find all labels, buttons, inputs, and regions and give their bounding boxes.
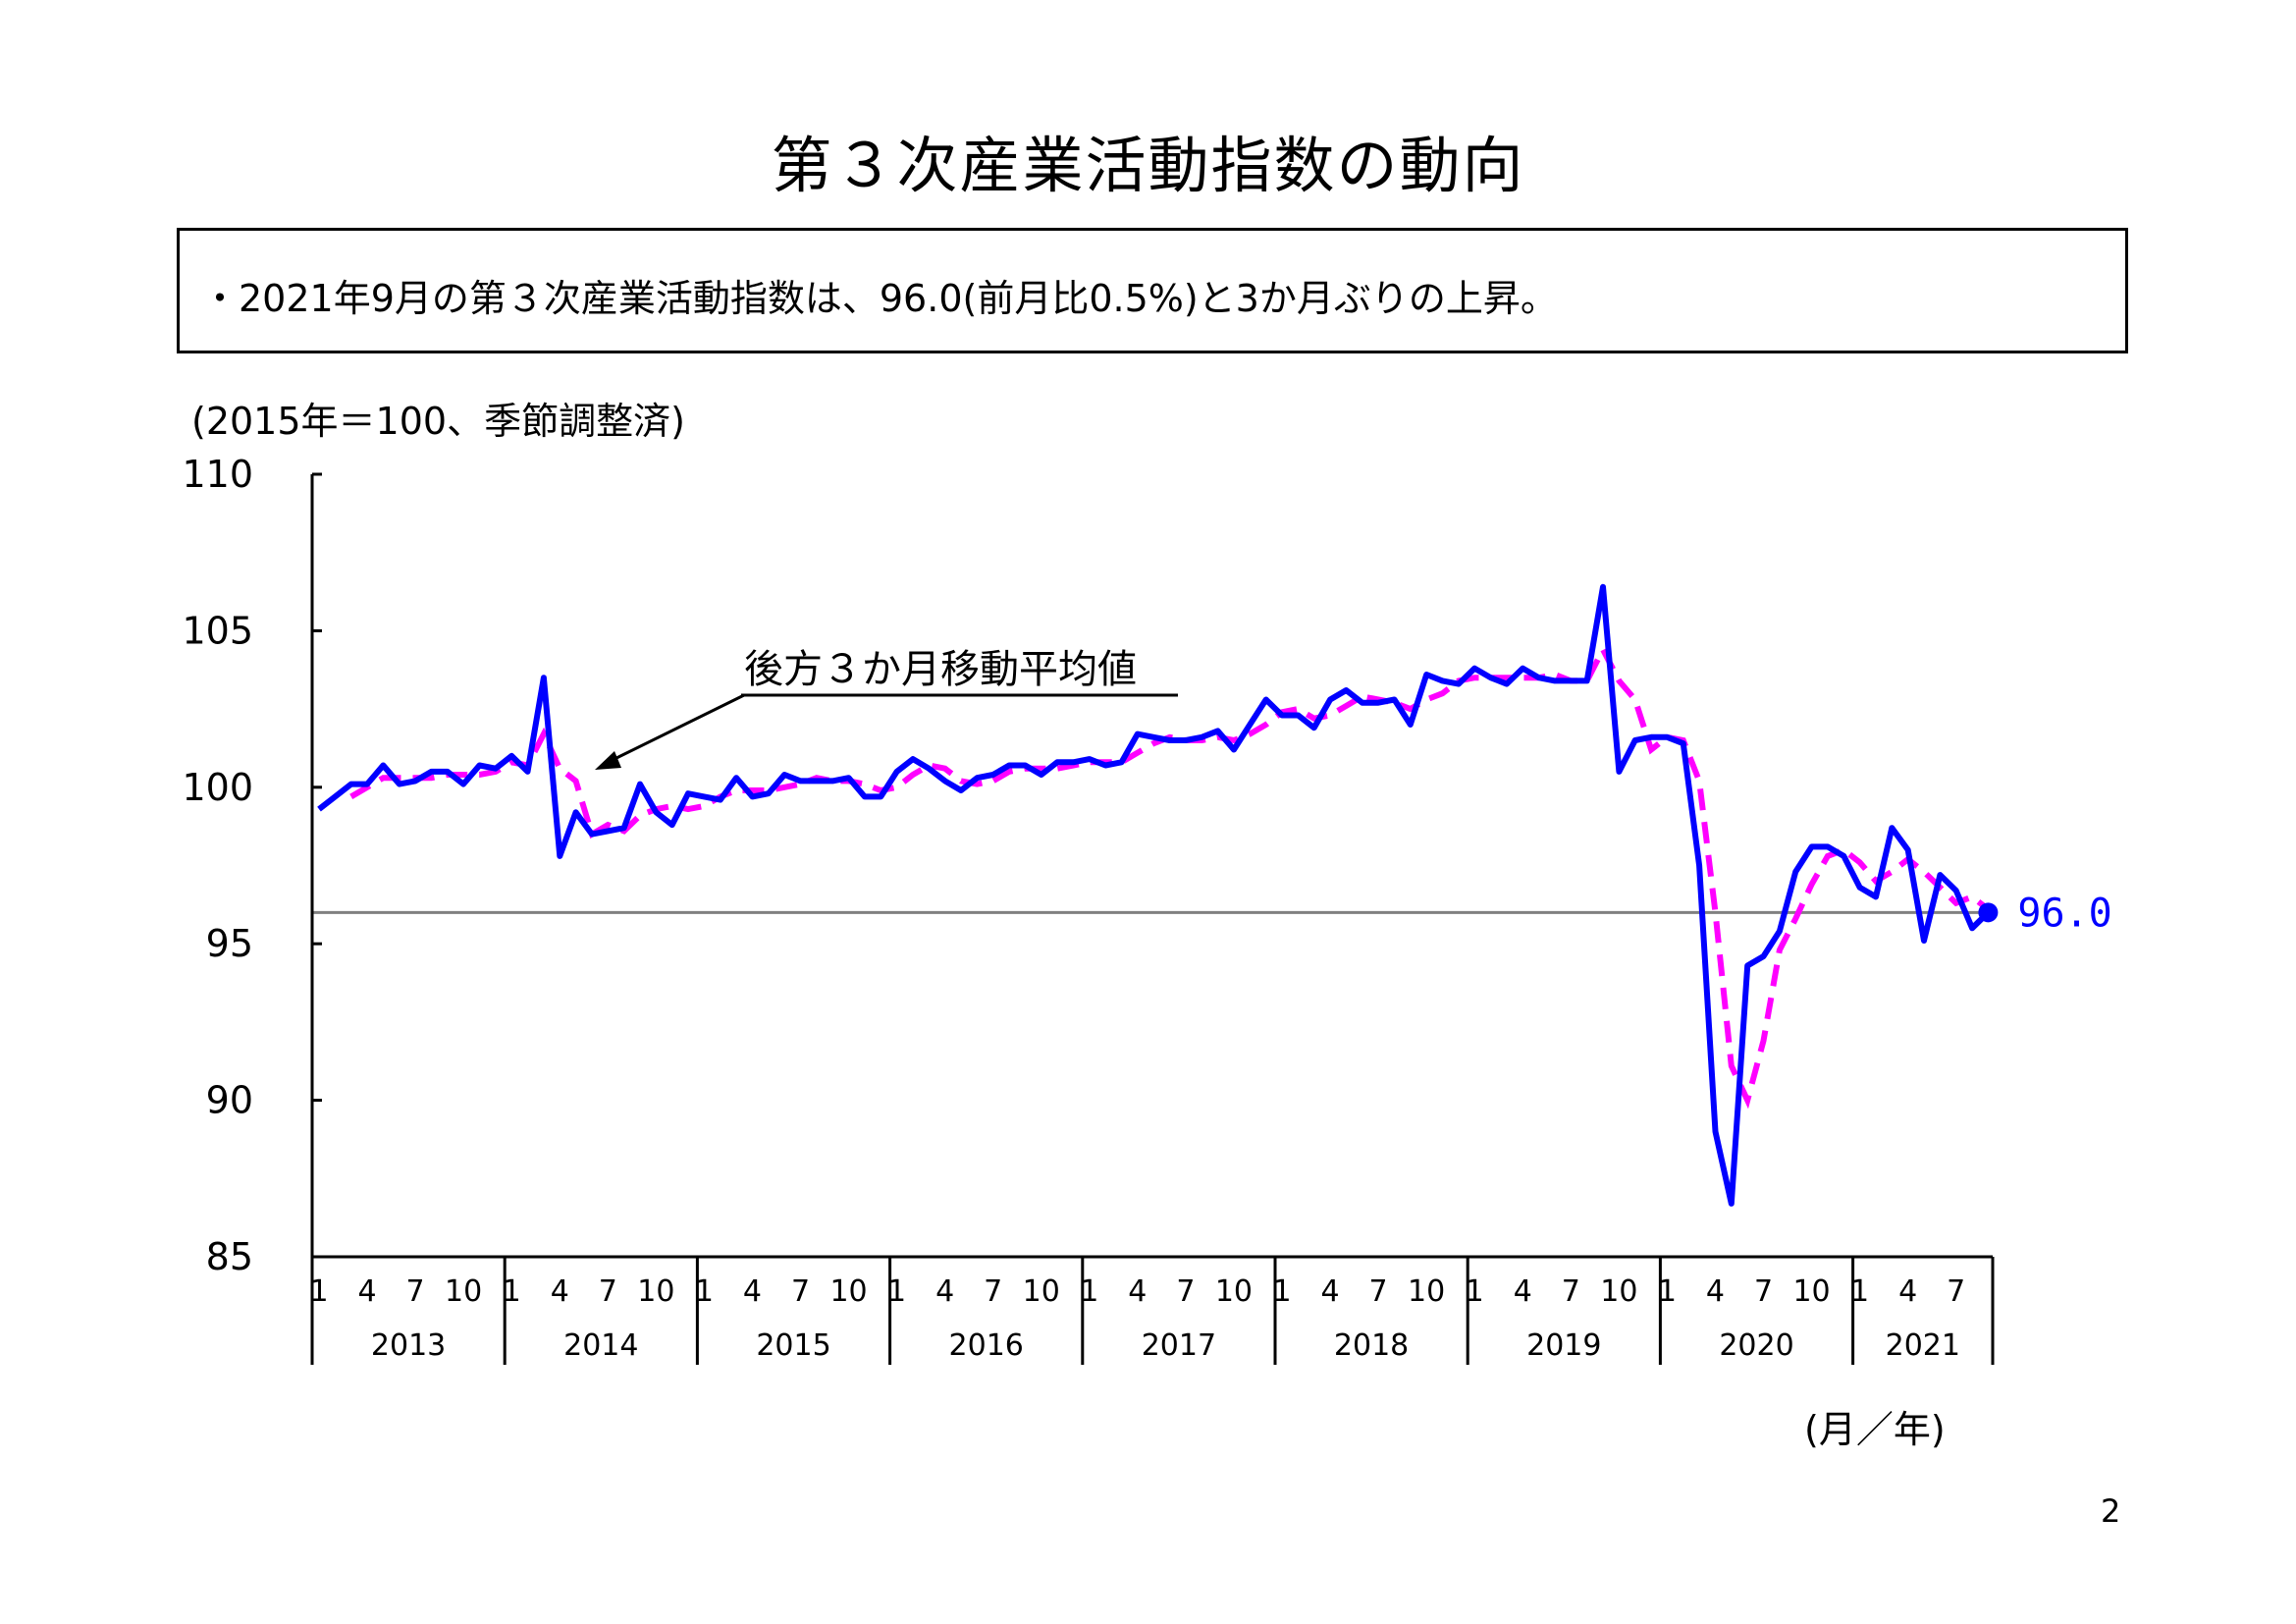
month-tick-label: 7: [599, 1274, 617, 1309]
month-tick-label: 4: [743, 1274, 762, 1309]
summary-box: ・2021年9月の第３次産業活動指数は、96.0(前月比0.5%)と3か月ぶりの…: [177, 228, 2128, 353]
month-tick-label: 7: [1754, 1274, 1773, 1309]
month-tick-label: 10: [445, 1274, 482, 1309]
month-tick-label: 4: [935, 1274, 954, 1309]
month-tick-label: 7: [1562, 1274, 1580, 1309]
month-tick-label: 1: [887, 1274, 906, 1309]
month-tick-label: 7: [1176, 1274, 1195, 1309]
year-label: 2018: [1334, 1328, 1409, 1363]
month-tick-label: 10: [829, 1274, 867, 1309]
month-tick-label: 7: [406, 1274, 425, 1309]
month-tick-label: 4: [1514, 1274, 1532, 1309]
month-tick-label: 10: [637, 1274, 674, 1309]
x-axis-unit: (月／年): [1804, 1408, 1946, 1451]
month-tick-label: 7: [1369, 1274, 1388, 1309]
month-tick-label: 4: [358, 1274, 377, 1309]
month-tick-label: 4: [1898, 1274, 1917, 1309]
month-tick-label: 1: [1080, 1274, 1098, 1309]
month-tick-label: 7: [984, 1274, 1002, 1309]
y-tick-label: 105: [182, 609, 253, 652]
index-line: [317, 583, 1991, 1207]
annotation: 後方３か月移動平均値: [595, 647, 1178, 770]
year-label: 2020: [1719, 1328, 1793, 1363]
month-tick-label: 10: [1408, 1274, 1445, 1309]
year-label: 2014: [563, 1328, 638, 1363]
month-tick-label: 4: [551, 1274, 569, 1309]
month-tick-label: 1: [1272, 1274, 1291, 1309]
year-label: 2015: [756, 1328, 830, 1363]
y-tick-label: 110: [182, 453, 253, 496]
year-label: 2019: [1526, 1328, 1601, 1363]
page-title: 第３次産業活動指数の動向: [771, 130, 1525, 201]
y-tick-label: 85: [206, 1235, 253, 1278]
summary-text: ・2021年9月の第３次産業活動指数は、96.0(前月比0.5%)と3か月ぶりの…: [201, 277, 1558, 320]
month-tick-label: 1: [695, 1274, 714, 1309]
month-tick-label: 1: [503, 1274, 521, 1309]
year-label: 2021: [1886, 1328, 1960, 1363]
year-label: 2013: [371, 1328, 446, 1363]
month-tick-label: 4: [1128, 1274, 1147, 1309]
moving-average-line: [349, 642, 1991, 1110]
month-tick-label: 10: [1023, 1274, 1060, 1309]
year-label: 2017: [1142, 1328, 1216, 1363]
month-tick-label: 7: [791, 1274, 810, 1309]
annotation-leader: [610, 693, 745, 763]
month-tick-label: 10: [1215, 1274, 1253, 1309]
y-tick-label: 90: [206, 1079, 253, 1122]
last-value-label: 96.0: [2017, 891, 2111, 936]
month-tick-label: 1: [1658, 1274, 1677, 1309]
month-tick-label: 10: [1792, 1274, 1830, 1309]
annotation-label: 後方３か月移動平均値: [744, 647, 1137, 692]
month-tick-label: 10: [1600, 1274, 1637, 1309]
page-number: 2: [2101, 1492, 2121, 1530]
month-tick-label: 7: [1947, 1274, 1965, 1309]
year-label: 2016: [949, 1328, 1024, 1363]
y-tick-label: 100: [182, 766, 253, 809]
y-tick-label: 95: [206, 922, 253, 965]
month-tick-label: 1: [309, 1274, 328, 1309]
month-tick-label: 1: [1850, 1274, 1869, 1309]
month-tick-label: 1: [1466, 1274, 1484, 1309]
last-point-marker: [1978, 902, 1999, 923]
month-tick-label: 4: [1321, 1274, 1340, 1309]
annotation-arrowhead: [595, 751, 621, 770]
month-tick-label: 4: [1706, 1274, 1725, 1309]
unit-note: (2015年＝100、季節調整済): [191, 400, 685, 443]
